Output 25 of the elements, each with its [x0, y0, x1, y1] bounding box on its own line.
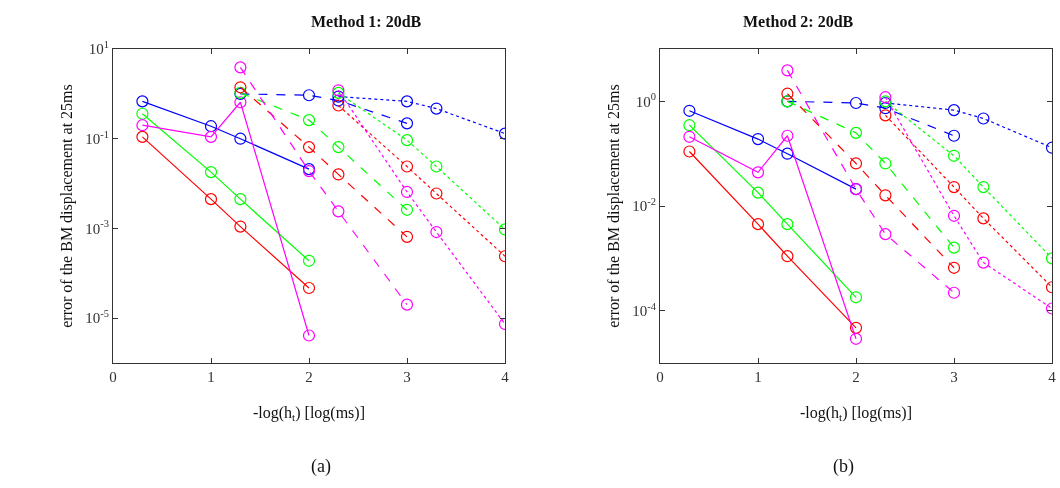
x-tick-label: 4 — [1048, 369, 1057, 385]
chart-title: Method 2: 20dB — [743, 13, 854, 30]
y-axis-title: error of the BM displacement at 25ms — [605, 84, 624, 328]
x-tick-label: 4 — [501, 369, 510, 385]
x-axis-title: -log(h$_{t}$) [log(ms)] — [253, 403, 365, 424]
y-axis-title: error of the BM displacement at 25ms — [58, 84, 77, 328]
x-tick-label: 0 — [109, 369, 117, 385]
y-tick-label: 10$^{-1}$ — [85, 128, 109, 147]
text: (a) — [311, 456, 331, 477]
y-tick-label: 10$^{-5}$ — [85, 308, 109, 327]
x-tick-label: 3 — [950, 369, 958, 385]
y-tick-label: 10$^{-2}$ — [632, 195, 656, 215]
y-tick-label: 10$^{-4}$ — [632, 300, 657, 319]
x-tick-label: 1 — [754, 369, 762, 385]
x-tick-label: 3 — [403, 369, 411, 385]
chart-title: Method 1: 20dB — [311, 13, 422, 30]
y-tick-label: 10$^{1}$ — [88, 38, 109, 58]
x-axis-title: -log(h$_{t}$) [log(ms)] — [800, 403, 912, 424]
text: (b) — [833, 456, 854, 477]
x-tick-label: 0 — [656, 369, 664, 385]
x-tick-label: 2 — [852, 369, 860, 385]
x-tick-label: 1 — [207, 369, 215, 385]
x-tick-label: 2 — [305, 369, 313, 385]
y-tick-label: 10$^{0}$ — [635, 91, 656, 110]
y-tick-label: 10$^{-3}$ — [85, 218, 109, 237]
